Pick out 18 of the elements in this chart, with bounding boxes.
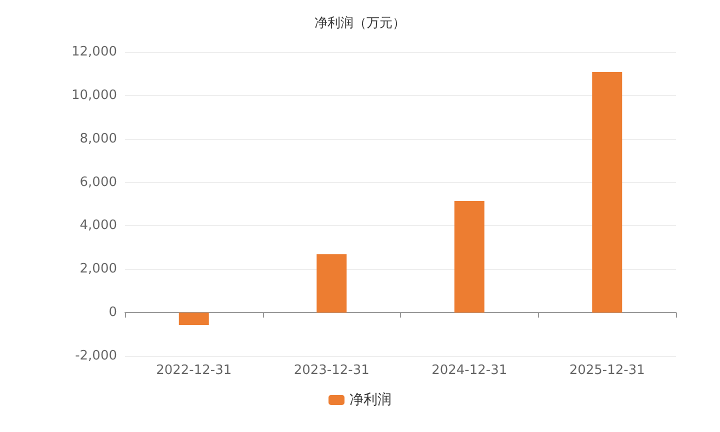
x-tick-label: 2023-12-31: [294, 363, 370, 378]
y-tick-label: 4,000: [80, 218, 117, 234]
y-tick-label: 12,000: [72, 44, 117, 60]
y-tick-label: -2,000: [75, 348, 117, 364]
y-tick-label: 8,000: [80, 131, 117, 146]
bar: [592, 72, 622, 313]
chart-title: 净利润（万元）: [314, 16, 406, 31]
x-tick-label: 2024-12-31: [432, 363, 508, 378]
y-tick-label: 6,000: [80, 174, 117, 190]
bar: [316, 254, 347, 313]
y-tick-label: 0: [108, 305, 117, 320]
y-tick-label: 2,000: [80, 262, 117, 277]
bar: [178, 312, 209, 325]
y-tick-label: 10,000: [72, 88, 117, 103]
legend-label: 净利润: [350, 392, 392, 408]
bar: [454, 200, 484, 313]
x-tick-label: 2025-12-31: [569, 363, 645, 378]
x-tick-label: 2022-12-31: [156, 363, 232, 378]
